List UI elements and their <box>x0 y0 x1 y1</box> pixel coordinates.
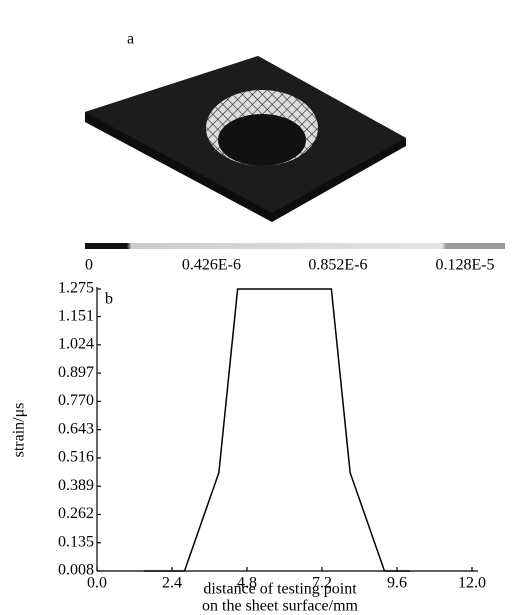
x-axis-label: on the sheet surface/mm <box>202 598 359 615</box>
y-tick-label: 0.897 <box>58 364 94 381</box>
data-line <box>144 289 410 571</box>
page: {"panel_a": {"label": "a", "colorbar_lim… <box>0 0 515 615</box>
colorbar-label: 0.426E-6 <box>182 257 241 274</box>
x-tick-label: 0.0 <box>87 575 107 592</box>
y-tick-label: 1.151 <box>58 307 94 324</box>
x-tick-label: 9.6 <box>387 575 407 592</box>
colorbar-label: 0 <box>85 257 93 274</box>
colorbar <box>85 243 505 249</box>
colorbar-label: 0.128E-5 <box>435 257 494 274</box>
plate-image <box>85 56 406 222</box>
y-tick-label: 0.770 <box>58 392 94 409</box>
y-tick-label: 0.262 <box>58 505 94 522</box>
y-tick-label: 0.135 <box>58 533 94 550</box>
x-tick-label: 12.0 <box>458 575 486 592</box>
colorbar-label: 0.852E-6 <box>308 257 367 274</box>
y-tick-label: 1.275 <box>58 280 94 297</box>
y-tick-label: 1.024 <box>58 336 94 353</box>
y-tick-label: 0.389 <box>58 477 94 494</box>
y-axis-label: strain/μs <box>11 403 28 458</box>
x-axis-label: distance of testing point <box>203 581 357 598</box>
y-tick-label: 0.643 <box>58 420 94 437</box>
x-tick-label: 2.4 <box>162 575 182 592</box>
figure: a 00.426E-60.852E-60.128E-5b0.0080.1350.… <box>0 0 515 615</box>
y-tick-label: 0.516 <box>58 449 94 466</box>
panel-label: a <box>127 31 134 48</box>
panel-label: b <box>105 291 113 308</box>
